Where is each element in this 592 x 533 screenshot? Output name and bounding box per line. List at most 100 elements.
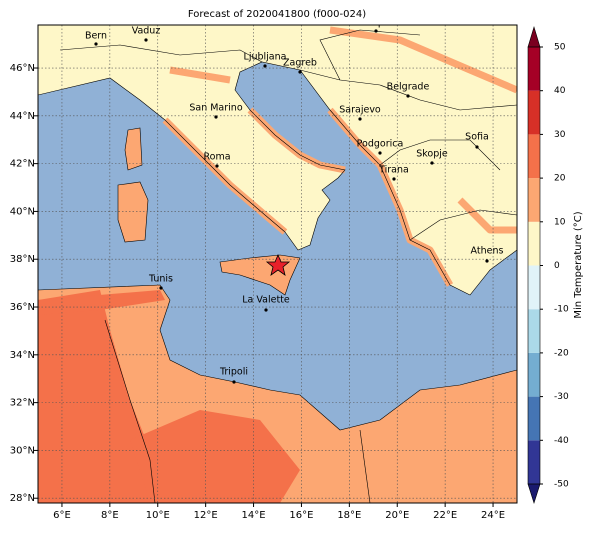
lat-tick-label: 32°N (10, 398, 35, 409)
colorbar-tick-label: 40 (554, 86, 566, 96)
city-label: Tripoli (219, 367, 248, 378)
graticule (38, 25, 517, 503)
coastline (38, 61, 517, 296)
city-label: Ljubljana (244, 52, 287, 63)
colorbar-tick-label: 10 (554, 217, 566, 227)
colorbar: -50 -40 -30 -20 -10 0 10 20 30 40 50 (527, 25, 569, 504)
city-dot (159, 286, 163, 290)
colorbar-tick-label: -30 (554, 392, 569, 402)
borders (38, 29, 517, 503)
lat-tick-label: 30°N (10, 445, 35, 456)
coastal-warm (329, 26, 517, 94)
lon-tick-label: 18°E (337, 510, 361, 521)
colorbar-band (528, 396, 540, 441)
colorbar-band (528, 90, 540, 135)
map-title: Forecast of 2020041800 (f000-024) (188, 9, 366, 20)
colorbar-tick-label: -20 (554, 348, 569, 358)
border (319, 29, 421, 81)
colorbar-tick-label: -50 (554, 480, 569, 490)
city-label: Vaduz (132, 26, 161, 37)
colorbar-tick-label: 30 (554, 130, 566, 140)
city-dot (392, 177, 396, 181)
map-frame (37, 24, 518, 504)
colorbar-band (528, 352, 540, 397)
lon-tick-label: 6°E (53, 510, 71, 521)
city-dot (485, 259, 489, 263)
lat-tick-label: 28°N (10, 493, 35, 504)
colorbar-extend-under (527, 483, 541, 504)
lat-tick-label: 44°N (10, 111, 35, 122)
colorbar-band (528, 47, 540, 91)
city-label: Bern (85, 31, 107, 42)
border (104, 319, 156, 503)
city-label: San Marino (189, 103, 242, 114)
city-dot (358, 117, 362, 121)
location-star (265, 253, 291, 276)
city-dot (232, 380, 236, 384)
lat-tick-label: 46°N (10, 63, 35, 74)
coastline (124, 127, 143, 171)
city-dot (378, 151, 382, 155)
city-label: Belgrade (387, 82, 430, 93)
lon-tick-label: 12°E (194, 510, 218, 521)
colorbar-tick-label: 20 (554, 174, 566, 184)
corsica (125, 128, 142, 170)
warm-patch (38, 290, 165, 315)
warm-patch (38, 290, 160, 503)
colorbar-band (528, 265, 540, 310)
city-dot (298, 70, 302, 74)
warm-patch (130, 410, 300, 503)
city-label: Skopje (416, 149, 448, 160)
sardinia (118, 182, 148, 242)
city-dot (430, 161, 434, 165)
lon-tick-label: 22°E (433, 510, 457, 521)
coastline (219, 254, 301, 296)
lon-tick-label: 24°E (481, 510, 505, 521)
italy (110, 55, 345, 250)
cities: Bern Vaduz Budapest Ljubljana Zagreb Bel… (85, 25, 504, 384)
coastline (38, 284, 517, 431)
city-label: Sofia (465, 132, 489, 143)
coastline (117, 181, 149, 243)
colorbar-band (528, 440, 540, 484)
city-dot (215, 164, 219, 168)
lon-tick-label: 10°E (146, 510, 170, 521)
colorbar-tick-label: 50 (554, 43, 566, 53)
city-dot (144, 38, 148, 42)
colorbar-band (528, 309, 540, 353)
lat-tick-label: 38°N (10, 254, 35, 265)
colorbar-band (528, 178, 540, 222)
city-dot (406, 94, 410, 98)
colorbar-tick-label: -40 (554, 436, 569, 446)
border (359, 429, 371, 503)
border (299, 69, 517, 111)
lat-tick-label: 34°N (10, 350, 35, 361)
city-label: Tunis (148, 274, 173, 285)
lat-tick-label: 36°N (10, 302, 35, 313)
map-area: Bern Vaduz Budapest Ljubljana Zagreb Bel… (38, 25, 517, 503)
city-label: Athens (471, 246, 504, 257)
lat-tick-label: 40°N (10, 206, 35, 217)
city-label: Roma (203, 152, 230, 163)
city-label: Podgorica (357, 139, 404, 150)
coastal-warm (457, 197, 517, 234)
lon-tick-label: 20°E (385, 510, 409, 521)
city-label: Sarajevo (339, 105, 381, 116)
city-label: Zagreb (283, 58, 317, 69)
coastal-warm (169, 66, 231, 84)
lon-tick-label: 16°E (289, 510, 313, 521)
lon-tick-label: 14°E (242, 510, 266, 521)
city-label: La Valette (242, 295, 290, 306)
border (59, 44, 263, 63)
city-dot (214, 115, 218, 119)
colorbar-label: Min Temperature (°C) (573, 211, 584, 318)
lat-tick-label: 42°N (10, 159, 35, 170)
colorbar-tick-label: -10 (554, 305, 569, 315)
city-dot (264, 308, 268, 312)
city-dot (475, 145, 479, 149)
city-dot (94, 42, 98, 46)
colorbar-band (528, 221, 540, 266)
city-dot (374, 29, 378, 33)
border (379, 139, 501, 171)
